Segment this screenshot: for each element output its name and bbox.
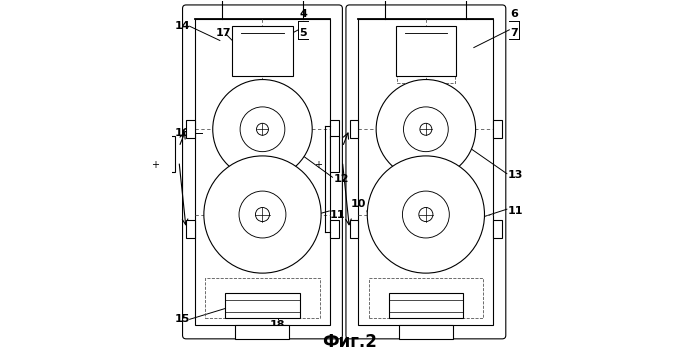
Bar	[493, 220, 503, 238]
Bar	[396, 26, 456, 76]
Circle shape	[403, 107, 448, 152]
Bar	[236, 325, 289, 339]
Bar	[186, 220, 195, 238]
Bar	[330, 136, 339, 172]
Text: 15: 15	[175, 314, 190, 324]
Text: +: +	[315, 160, 322, 170]
Circle shape	[257, 123, 268, 135]
Bar	[195, 19, 330, 325]
Text: 10: 10	[351, 199, 366, 209]
Text: 14: 14	[175, 21, 190, 31]
Text: 18: 18	[270, 320, 285, 330]
Bar	[350, 120, 359, 138]
Text: 5: 5	[299, 28, 307, 38]
Bar	[205, 279, 320, 318]
Circle shape	[403, 191, 449, 238]
Text: 13: 13	[507, 170, 523, 180]
Circle shape	[367, 156, 484, 273]
Bar	[225, 118, 300, 140]
Bar	[397, 26, 455, 83]
Text: 16: 16	[175, 128, 190, 138]
Circle shape	[419, 208, 433, 222]
Text: 9: 9	[209, 202, 217, 212]
Text: 4: 4	[299, 9, 307, 19]
Bar	[166, 136, 175, 172]
Bar	[330, 120, 339, 138]
Circle shape	[212, 79, 312, 179]
Circle shape	[204, 156, 321, 273]
Circle shape	[255, 208, 270, 222]
Bar	[330, 220, 339, 238]
Bar	[350, 220, 359, 238]
Text: 11: 11	[330, 209, 345, 219]
Bar	[389, 118, 463, 140]
Bar	[359, 19, 493, 325]
Bar	[399, 325, 453, 339]
Circle shape	[239, 191, 286, 238]
Bar	[368, 279, 483, 318]
Bar	[493, 120, 503, 138]
Text: 17: 17	[216, 28, 231, 38]
Bar	[225, 293, 300, 318]
Text: 6: 6	[510, 9, 518, 19]
Text: Фиг.2: Фиг.2	[322, 333, 377, 352]
Text: 12: 12	[333, 174, 349, 184]
Circle shape	[420, 123, 432, 135]
Text: +: +	[151, 160, 159, 170]
Text: 11: 11	[507, 206, 523, 216]
Circle shape	[376, 79, 475, 179]
Bar	[186, 120, 195, 138]
Bar	[232, 26, 293, 76]
Circle shape	[240, 107, 285, 152]
Text: 7: 7	[510, 28, 518, 38]
Bar	[389, 293, 463, 318]
